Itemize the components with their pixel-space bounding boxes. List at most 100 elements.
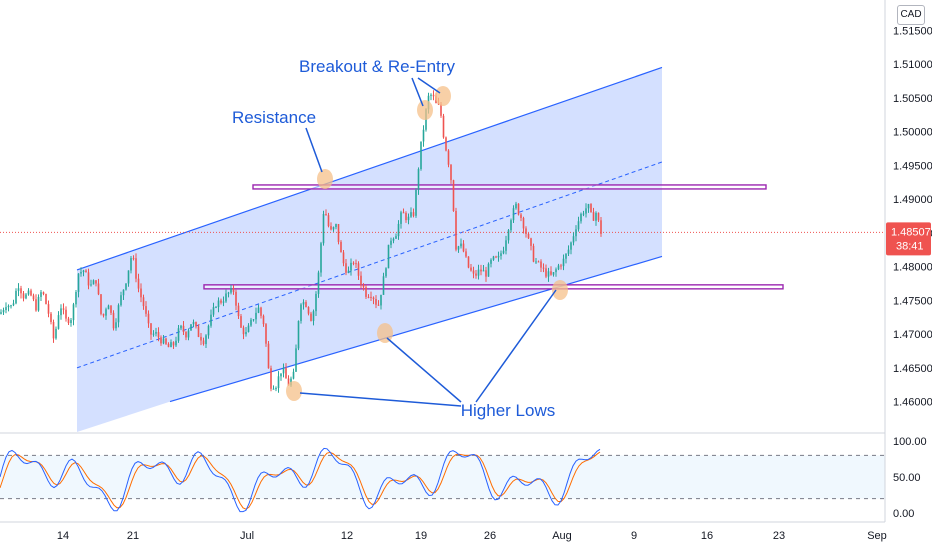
- candle-body: [132, 258, 135, 260]
- price-tick-label: 1.48000: [893, 262, 932, 274]
- candle-body: [552, 272, 555, 275]
- candle-body: [95, 280, 97, 284]
- candle-body: [317, 272, 320, 294]
- candle-body: [112, 312, 115, 329]
- level-box-2: [203, 284, 784, 290]
- candle-body: [292, 371, 295, 379]
- candle-body: [40, 292, 42, 297]
- candle-body: [405, 212, 407, 221]
- candle-body: [220, 300, 222, 303]
- candle-body: [157, 332, 160, 338]
- candle-body: [265, 324, 267, 344]
- candle-body: [190, 324, 192, 331]
- candle-body: [565, 253, 567, 259]
- candle-body: [505, 240, 507, 251]
- candle-body: [162, 338, 165, 344]
- candle-body: [165, 338, 167, 344]
- candle-body: [485, 270, 487, 277]
- candle-body: [70, 320, 72, 324]
- candle-body: [55, 328, 57, 339]
- candle-body: [232, 288, 235, 292]
- time-tick-label: 26: [484, 530, 496, 542]
- candle-body: [375, 299, 377, 305]
- candle-body: [457, 246, 460, 250]
- candle-body: [195, 322, 197, 327]
- candle-body: [510, 220, 512, 231]
- candle-body: [105, 309, 107, 316]
- highlight-circle-4: [377, 323, 393, 343]
- candle-body: [462, 243, 465, 252]
- stochastic-layer: [0, 432, 885, 513]
- candle-body: [160, 337, 162, 344]
- candle-body: [442, 115, 445, 138]
- candle-body: [340, 241, 342, 253]
- candle-body: [5, 307, 7, 311]
- candle-body: [0, 312, 2, 314]
- candle-body: [335, 224, 337, 228]
- candle-body: [307, 307, 310, 314]
- candle-body: [572, 236, 575, 243]
- candle-body: [60, 308, 62, 316]
- candle-body: [210, 314, 212, 326]
- candle-body: [525, 228, 527, 235]
- candle-body: [310, 313, 312, 321]
- candle-body: [282, 368, 285, 374]
- stoch-k-line: [0, 447, 601, 513]
- candle-body: [287, 378, 290, 386]
- candle-body: [440, 104, 442, 116]
- candle-body: [560, 265, 562, 267]
- candle-body: [272, 388, 275, 390]
- candle-body: [362, 285, 365, 288]
- annotations-layer: Breakout & Re-Entry Resistance Higher Lows: [232, 57, 568, 420]
- candle-body: [217, 300, 220, 308]
- candle-body: [547, 271, 550, 277]
- candle-body: [152, 333, 155, 335]
- candle-body: [297, 320, 300, 349]
- candle-body: [412, 212, 415, 216]
- candle-body: [567, 249, 570, 254]
- last-price-badge: [886, 222, 931, 256]
- currency-label[interactable]: CAD: [897, 5, 925, 25]
- candle-body: [87, 272, 90, 286]
- candle-body: [480, 269, 482, 272]
- candle-body: [377, 304, 380, 306]
- candle-body: [445, 137, 447, 151]
- price-tick-label: 1.50000: [893, 127, 932, 139]
- price-tick-label: 1.46000: [893, 397, 932, 409]
- candle-body: [227, 292, 230, 294]
- time-tick-label: 12: [341, 530, 353, 542]
- candle-body: [520, 214, 522, 218]
- candle-body: [50, 313, 52, 322]
- candle-body: [492, 256, 495, 260]
- candle-body: [15, 290, 17, 304]
- candle-body: [415, 189, 417, 216]
- candle-body: [45, 294, 47, 305]
- candle-body: [150, 323, 152, 335]
- last-price-label: 1.48507: [891, 226, 931, 238]
- candle-body: [360, 275, 362, 286]
- candle-body: [557, 265, 560, 270]
- time-tick-label: Jul: [240, 530, 254, 542]
- candle-body: [345, 263, 347, 273]
- candle-body: [490, 259, 492, 264]
- candle-body: [170, 342, 172, 348]
- candle-body: [262, 315, 265, 325]
- candle-body: [397, 223, 400, 237]
- candle-body: [455, 210, 457, 250]
- time-tick-label: 14: [57, 530, 69, 542]
- price-tick-label: 1.49000: [893, 194, 932, 206]
- candle-body: [590, 204, 592, 213]
- candle-body: [117, 305, 120, 323]
- channel-middle-line: [76, 161, 663, 369]
- candle-body: [460, 243, 462, 247]
- candle-body: [12, 303, 15, 306]
- candle-body: [515, 203, 517, 209]
- candle-body: [392, 238, 395, 241]
- candle-body: [260, 307, 262, 316]
- candle-body: [57, 315, 60, 329]
- annotation-arrow-2: [417, 77, 441, 94]
- annotation-text-3: Higher Lows: [461, 401, 556, 420]
- candle-body: [595, 212, 597, 221]
- time-tick-label: Sep: [867, 530, 887, 542]
